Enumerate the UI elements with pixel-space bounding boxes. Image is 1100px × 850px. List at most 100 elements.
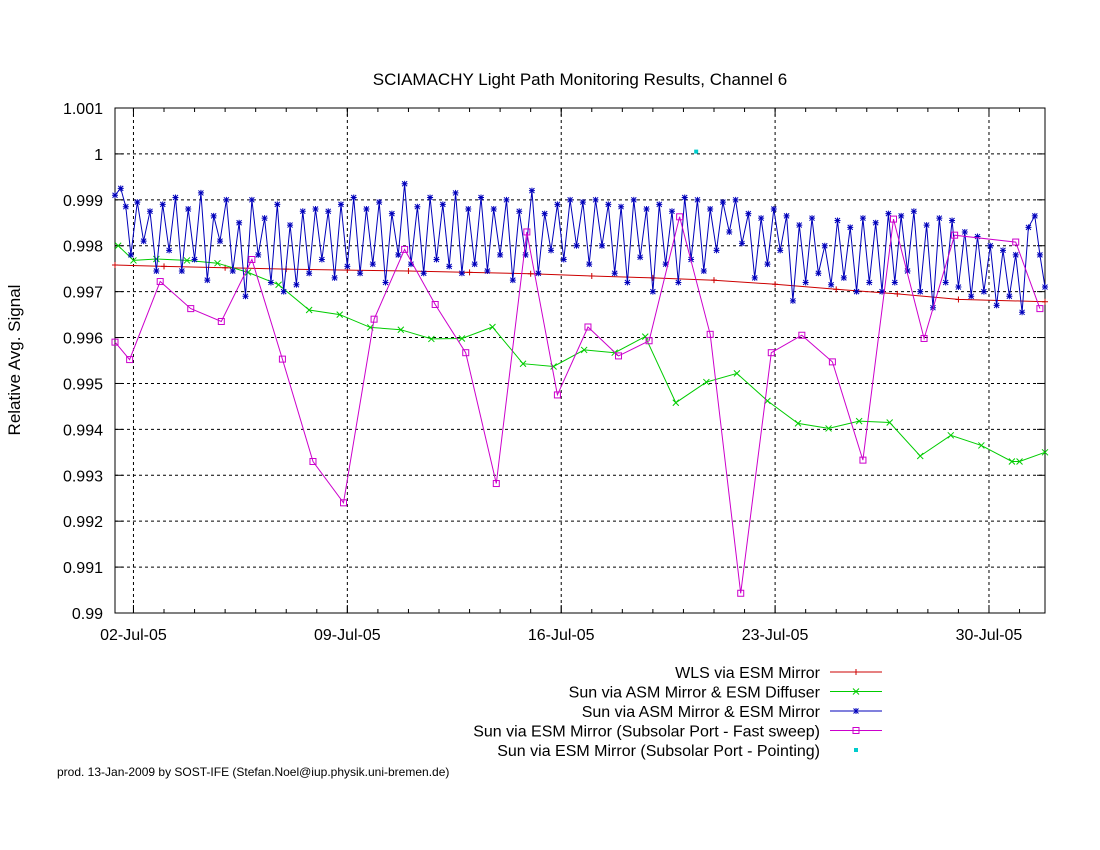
series-line — [114, 216, 1041, 594]
data-point — [770, 206, 777, 212]
data-point — [331, 274, 338, 281]
data-point — [503, 196, 510, 203]
data-point — [694, 196, 701, 203]
x-tick-label: 23-Jul-05 — [742, 627, 809, 644]
data-point — [509, 277, 516, 284]
data-point — [236, 219, 243, 226]
data-point — [872, 219, 879, 226]
data-point — [1041, 448, 1049, 456]
data-point — [490, 206, 497, 212]
data-point — [267, 279, 274, 286]
data-point — [489, 323, 496, 331]
data-point — [147, 208, 154, 215]
data-point — [560, 256, 567, 263]
x-tick-label: 30-Jul-05 — [956, 627, 1023, 644]
series-sun-via-asm-mirror-esm-mirror — [112, 180, 1048, 316]
data-point — [703, 378, 710, 386]
data-point — [713, 247, 720, 254]
legend-item: Sun via ASM Mirror & ESM Mirror — [582, 704, 882, 721]
data-point — [407, 261, 414, 268]
data-point — [248, 196, 255, 203]
data-point — [274, 201, 281, 208]
data-point — [904, 267, 911, 274]
data-point — [733, 370, 741, 377]
y-tick-label: 0.993 — [63, 468, 103, 485]
data-point — [630, 196, 637, 203]
data-point — [999, 247, 1006, 254]
data-point — [395, 251, 402, 258]
data-point — [204, 277, 211, 284]
x-tick-label: 02-Jul-05 — [100, 627, 167, 644]
data-point — [923, 222, 930, 229]
data-point — [980, 288, 987, 295]
data-point — [134, 199, 141, 206]
legend-label: Sun via ESM Mirror (Subsolar Port - Poin… — [497, 743, 820, 760]
data-point — [977, 442, 985, 449]
data-point — [306, 270, 313, 277]
data-point — [183, 257, 191, 264]
data-point — [579, 199, 586, 206]
data-point — [446, 263, 453, 270]
data-point — [955, 296, 962, 303]
data-point — [645, 337, 653, 345]
data-point — [382, 279, 389, 286]
data-point — [126, 356, 134, 364]
y-tick-label: 0.99 — [72, 606, 103, 623]
data-point — [535, 270, 542, 277]
y-tick-label: 1.001 — [63, 101, 103, 118]
legend-label: Sun via ASM Mirror & ESM Mirror — [582, 704, 821, 721]
x-tick-label: 09-Jul-05 — [314, 627, 381, 644]
data-point — [955, 284, 962, 291]
data-point — [802, 279, 809, 286]
data-point — [920, 334, 928, 342]
data-point — [885, 210, 892, 217]
legend-marker — [853, 669, 859, 675]
data-point — [949, 217, 956, 224]
data-point — [789, 297, 796, 304]
data-point — [112, 192, 118, 199]
data-point — [458, 270, 465, 277]
data-point — [1016, 458, 1023, 465]
data-point — [1031, 212, 1038, 219]
data-point — [478, 194, 485, 201]
data-point — [847, 224, 854, 231]
legend-marker — [852, 727, 860, 734]
legend-item: Sun via ASM Mirror & ESM Diffuser — [569, 685, 882, 702]
data-point — [363, 206, 370, 212]
data-point — [370, 315, 378, 323]
data-point — [337, 201, 344, 208]
chart-title: SCIAMACHY Light Path Monitoring Results,… — [373, 70, 788, 89]
legend: WLS via ESM Mirror Sun via ASM Mirror & E… — [473, 665, 882, 760]
legend-marker — [854, 748, 858, 752]
data-point — [681, 194, 688, 201]
data-point — [783, 212, 790, 219]
data-point — [1025, 224, 1032, 231]
data-point — [1042, 298, 1048, 305]
data-point — [340, 499, 348, 507]
data-point — [751, 274, 758, 281]
data-point — [737, 589, 745, 597]
data-point — [178, 267, 185, 274]
data-point — [427, 194, 434, 201]
data-point — [662, 261, 669, 268]
data-point — [458, 335, 466, 342]
data-point — [433, 256, 440, 263]
y-tick-label: 0.999 — [63, 193, 103, 210]
data-point — [1012, 251, 1019, 258]
data-point — [350, 194, 357, 201]
data-point — [588, 273, 595, 280]
data-point — [156, 278, 164, 286]
data-point — [248, 256, 256, 263]
data-point — [376, 199, 383, 206]
data-point — [554, 201, 561, 208]
data-point — [584, 323, 592, 331]
grid — [115, 108, 1045, 613]
series-sun-via-asm-mirror-esm-diffuser — [114, 242, 1049, 465]
data-point — [676, 213, 684, 221]
data-point — [605, 201, 612, 208]
data-point — [853, 288, 860, 295]
data-point — [624, 279, 631, 286]
legend-label: Sun via ASM Mirror & ESM Diffuser — [569, 685, 821, 702]
data-point — [739, 240, 746, 247]
data-point — [951, 231, 959, 239]
